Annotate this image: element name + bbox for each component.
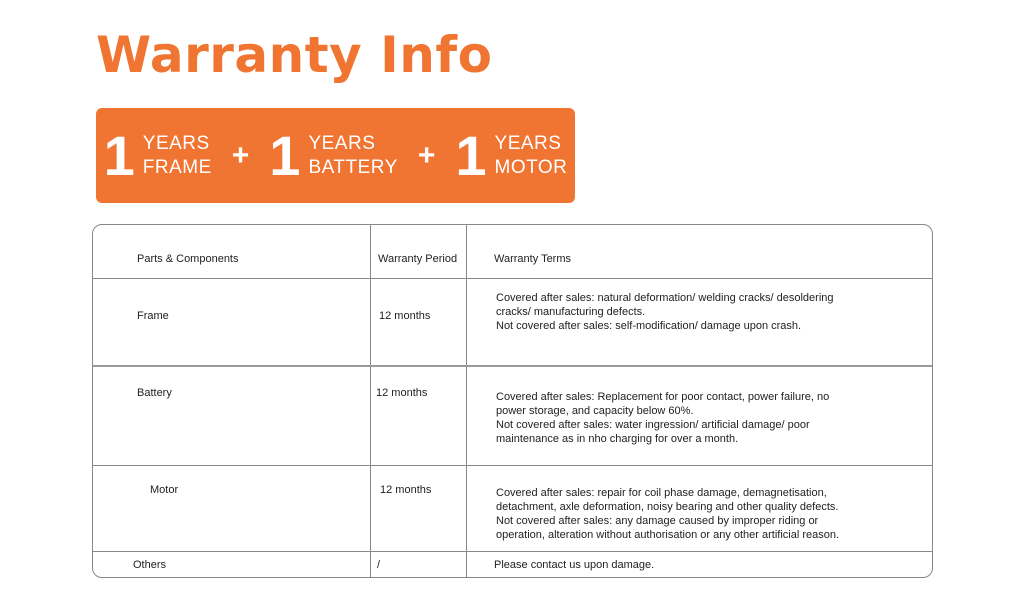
terms-line: Not covered after sales: self-modificati… [496, 320, 802, 332]
banner-label: FRAME [142, 156, 212, 178]
row-terms: Please contact us upon damage. [494, 558, 914, 572]
terms-line: maintenance as in nho charging for over … [496, 433, 739, 445]
terms-line: detachment, axle deformation, noisy bear… [496, 501, 839, 513]
row-divider [93, 551, 932, 552]
column-divider [466, 225, 467, 577]
terms-line: Covered after sales: repair for coil pha… [496, 487, 827, 499]
terms-line: Covered after sales: natural deformation… [496, 292, 834, 304]
row-part: Frame [137, 310, 169, 322]
column-divider [370, 225, 371, 577]
terms-line: Covered after sales: Replacement for poo… [496, 391, 830, 403]
banner-motor: 1 YEARS MOTOR [455, 123, 568, 187]
plus-sign: + [231, 138, 250, 172]
banner-frame: 1 YEARS FRAME [103, 123, 212, 187]
banner-number: 1 [103, 123, 135, 187]
terms-line: power storage, and capacity below 60%. [496, 405, 694, 417]
header-parts: Parts & Components [137, 253, 239, 265]
row-part: Motor [150, 484, 179, 496]
warranty-table: Parts & Components Warranty Period Warra… [92, 224, 933, 578]
header-period: Warranty Period [378, 253, 458, 265]
row-part: Battery [137, 387, 172, 399]
banner-label: YEARS [142, 132, 210, 154]
row-terms: Covered after sales: repair for coil pha… [496, 486, 916, 542]
banner-label: MOTOR [494, 156, 568, 178]
banner-label: YEARS [308, 132, 376, 154]
row-part: Others [133, 559, 167, 571]
banner-battery: 1 YEARS BATTERY [269, 123, 398, 187]
terms-line: cracks/ manufacturing defects. [496, 306, 646, 318]
row-period: / [377, 559, 381, 571]
row-period: 12 months [376, 387, 428, 399]
terms-line: Please contact us upon damage. [494, 559, 655, 571]
row-divider [93, 365, 932, 367]
row-terms: Covered after sales: natural deformation… [496, 291, 916, 333]
warranty-banner: 1 YEARS FRAME + 1 YEARS BATTERY + 1 YEARS M… [96, 108, 575, 203]
row-period: 12 months [380, 484, 432, 496]
banner-label: BATTERY [308, 156, 398, 178]
terms-line: Not covered after sales: any damage caus… [496, 515, 819, 527]
header-terms: Warranty Terms [494, 253, 572, 265]
terms-line: operation, alteration without authorisat… [496, 529, 840, 541]
page-title: Warranty Info [96, 26, 493, 84]
row-divider [93, 465, 932, 466]
row-terms: Covered after sales: Replacement for poo… [496, 390, 916, 446]
banner-number: 1 [269, 123, 301, 187]
banner-label: YEARS [494, 132, 562, 154]
row-period: 12 months [379, 310, 431, 322]
plus-sign: + [417, 138, 436, 172]
banner-number: 1 [455, 123, 487, 187]
row-divider [93, 278, 932, 279]
terms-line: Not covered after sales: water ingressio… [496, 419, 810, 431]
